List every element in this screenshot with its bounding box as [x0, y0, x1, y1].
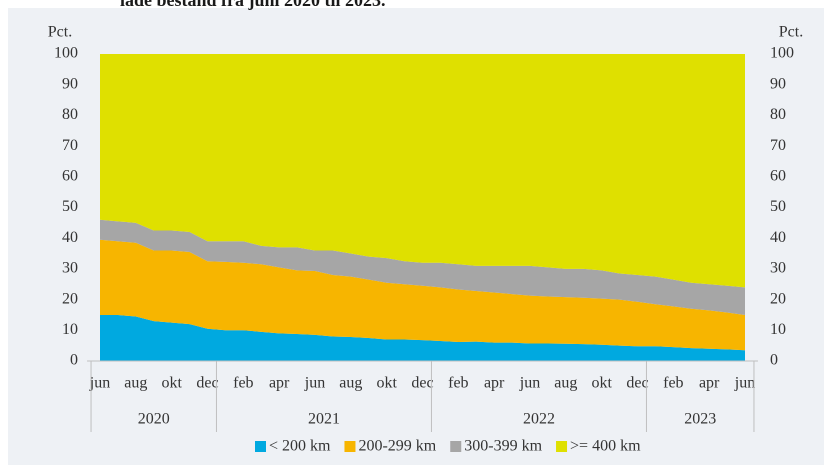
y2-tick-label: 20: [770, 290, 786, 307]
year-label: 2022: [523, 411, 555, 428]
area: [100, 54, 745, 288]
x-tick-label: feb: [663, 375, 683, 392]
legend-swatch: [344, 441, 356, 452]
legend-label: >= 400 km: [570, 438, 641, 455]
y2-tick-label: 80: [770, 106, 786, 123]
y2-tick-label: 70: [770, 137, 786, 154]
x-tick-label: aug: [554, 375, 577, 392]
y-tick-label: 60: [62, 167, 78, 184]
x-tick-label: okt: [161, 375, 182, 392]
x-tick-label: dec: [196, 375, 218, 392]
x-tick-label: okt: [591, 375, 612, 392]
y-tick-label: 40: [62, 229, 78, 246]
x-tick-label: apr: [699, 375, 720, 392]
y-tick-label: 30: [62, 260, 78, 277]
x-tick-label: jun: [734, 375, 755, 392]
y2-tick-label: 10: [770, 321, 786, 338]
x-tick-label: apr: [269, 375, 290, 392]
x-tick-label: aug: [124, 375, 147, 392]
x-tick-label: apr: [484, 375, 505, 392]
x-tick-label: jun: [519, 375, 540, 392]
chart-title: lade bestand fra juni 2020 til 2023.: [120, 0, 386, 10]
legend-swatch: [255, 441, 266, 452]
y2-tick-label: 50: [770, 198, 786, 215]
legend-swatch: [556, 441, 568, 452]
x-tick-label: jun: [304, 375, 325, 392]
x-tick-label: okt: [376, 375, 397, 392]
legend-label: 300-399 km: [464, 438, 542, 455]
y-tick-label: 80: [62, 106, 78, 123]
area: [100, 314, 745, 361]
y-tick-label: 90: [62, 75, 78, 92]
y2-tick-label: 40: [770, 229, 786, 246]
year-label: 2023: [684, 411, 716, 428]
y2-tick-label: 60: [770, 167, 786, 184]
year-label: 2021: [308, 411, 340, 428]
y-tick-label: 0: [70, 352, 78, 369]
y-axis-unit: Pct.: [48, 24, 72, 41]
year-label: 2020: [138, 411, 170, 428]
y-tick-label: 10: [62, 321, 78, 338]
area: [100, 239, 745, 351]
y2-tick-label: 100: [770, 45, 794, 62]
y-tick-label: 50: [62, 198, 78, 215]
area: [100, 219, 745, 315]
x-tick-label: feb: [233, 375, 253, 392]
y2-tick-label: 90: [770, 75, 786, 92]
y2-tick-label: 30: [770, 260, 786, 277]
legend-label: 200-299 km: [358, 438, 436, 455]
y-tick-label: 70: [62, 137, 78, 154]
x-tick-label: feb: [448, 375, 468, 392]
x-tick-label: dec: [411, 375, 433, 392]
y-tick-label: 20: [62, 290, 78, 307]
x-tick-label: dec: [626, 375, 648, 392]
legend-label: < 200 km: [269, 438, 331, 455]
x-tick-label: aug: [339, 375, 362, 392]
y-tick-label: 100: [54, 45, 78, 62]
legend-swatch: [450, 441, 462, 452]
x-tick-label: jun: [89, 375, 110, 392]
y2-axis-unit: Pct.: [779, 24, 803, 41]
y2-tick-label: 0: [770, 352, 778, 369]
